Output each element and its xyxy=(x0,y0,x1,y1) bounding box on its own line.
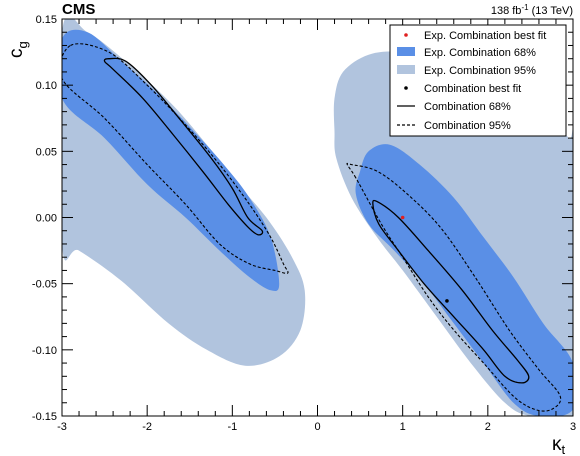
x-tick-label: 3 xyxy=(570,421,576,433)
legend-exp-best-fit-marker xyxy=(404,33,408,37)
axis-ticks: -3 -2 -1 0 1 2 3 -0.15 -0.10 -0.05 0.00 0.05 0.10 0.1… xyxy=(32,14,576,433)
legend-obs-best-fit-marker xyxy=(404,86,408,90)
best-fit-points xyxy=(400,215,449,303)
exp68-contour-0 xyxy=(62,29,280,292)
obs68-contour-1 xyxy=(372,199,530,384)
legend-obs-best-fit-label: Combination best fit xyxy=(424,83,521,95)
legend-exp68-swatch xyxy=(397,47,415,56)
legend-exp68-label: Exp. Combination 68% xyxy=(424,47,536,59)
y-tick-label: -0.05 xyxy=(32,279,57,291)
y-tick-label: 0.00 xyxy=(36,213,57,225)
legend-exp95-label: Exp. Combination 95% xyxy=(424,65,536,77)
obs68-contour-group xyxy=(103,57,530,384)
y-tick-label: 0.15 xyxy=(36,14,57,26)
luminosity-label: 138 fb-1 (13 TeV) xyxy=(491,3,573,17)
exp68-contour-group xyxy=(62,29,573,416)
x-tick-label: -1 xyxy=(227,421,237,433)
y-tick-label: 0.05 xyxy=(36,146,57,158)
y-tick-label: 0.10 xyxy=(36,80,57,92)
x-tick-label: 1 xyxy=(400,421,406,433)
x-tick-label: -3 xyxy=(57,421,67,433)
exp68-contour-1 xyxy=(355,144,573,416)
legend-obs68-label: Combination 68% xyxy=(424,101,511,113)
x-tick-label: 0 xyxy=(314,421,320,433)
y-axis-title: cg xyxy=(6,41,30,58)
obs95-contour-1 xyxy=(346,162,562,412)
experiment-label: CMS xyxy=(62,1,95,18)
legend-obs95-label: Combination 95% xyxy=(424,120,511,132)
legend-exp95-swatch xyxy=(397,65,415,74)
obs95-contour-0 xyxy=(62,43,289,274)
x-axis-title: κt xyxy=(552,434,566,456)
obs-best-fit-point xyxy=(445,299,449,303)
obs95-contour-group xyxy=(62,43,562,412)
y-axis-title-group: cg xyxy=(6,41,30,58)
legend: Exp. Combination best fit Exp. Combinati… xyxy=(389,24,567,137)
obs68-contour-0 xyxy=(103,57,264,236)
x-tick-label: 2 xyxy=(485,421,491,433)
x-tick-label: -2 xyxy=(142,421,152,433)
legend-exp-best-fit-label: Exp. Combination best fit xyxy=(424,30,546,42)
legend-box xyxy=(389,24,567,137)
y-tick-label: -0.15 xyxy=(32,411,57,423)
exp-best-fit-point xyxy=(400,215,405,220)
y-tick-label: -0.10 xyxy=(32,345,57,357)
